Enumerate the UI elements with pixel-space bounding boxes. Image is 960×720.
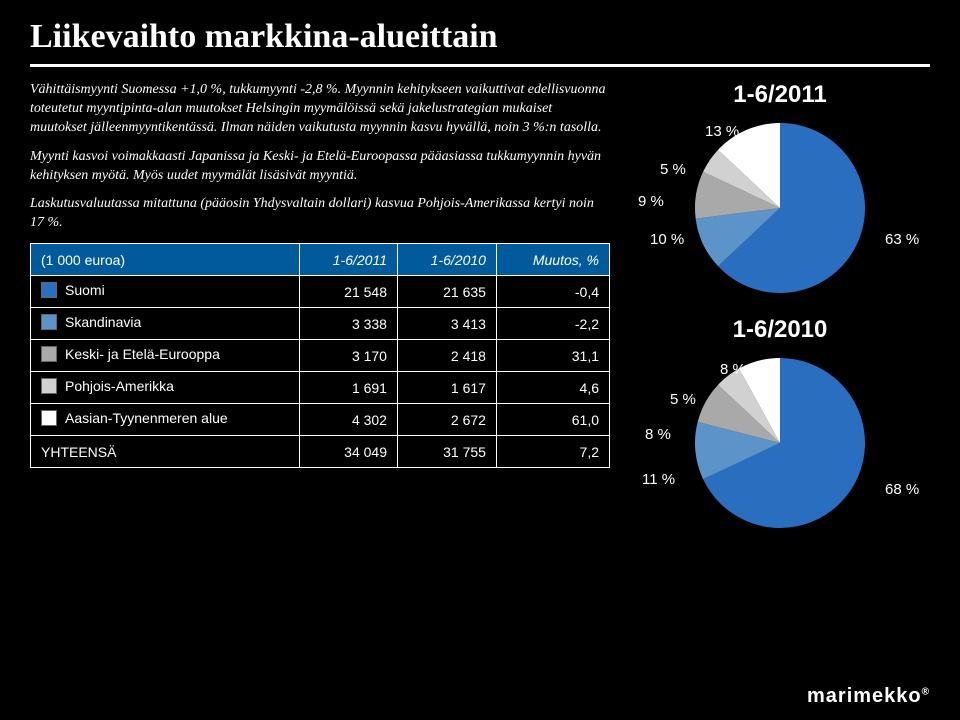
pie-percent-label: 5 % <box>660 161 686 178</box>
row-label: Skandinavia <box>65 314 141 330</box>
table-cell: 31,1 <box>496 340 609 372</box>
row-label: Suomi <box>65 282 105 298</box>
col-header: (1 000 euroa) <box>31 244 300 276</box>
color-swatch <box>41 314 57 330</box>
col-header: 1-6/2011 <box>300 244 398 276</box>
row-label: Keski- ja Etelä-Eurooppa <box>65 346 220 362</box>
row-label-cell: YHTEENSÄ <box>31 436 300 468</box>
table-cell: 61,0 <box>496 404 609 436</box>
table-cell: 31 755 <box>397 436 496 468</box>
row-label-cell: Suomi <box>31 276 300 308</box>
table-cell: 3 413 <box>397 308 496 340</box>
brand-logo: marimekko® <box>807 685 930 708</box>
table-cell: 1 691 <box>300 372 398 404</box>
table-row: Suomi 21 54821 635-0,4 <box>31 276 610 308</box>
row-label-cell: Keski- ja Etelä-Eurooppa <box>31 340 300 372</box>
data-table: (1 000 euroa) 1-6/2011 1-6/2010 Muutos, … <box>30 243 610 468</box>
pie-percent-label: 68 % <box>885 481 919 498</box>
pie-title: 1-6/2010 <box>630 316 930 344</box>
col-header: 1-6/2010 <box>397 244 496 276</box>
table-cell: 4,6 <box>496 372 609 404</box>
table-cell: 1 617 <box>397 372 496 404</box>
row-label-cell: Skandinavia <box>31 308 300 340</box>
title-rule <box>30 64 930 67</box>
pie-title: 1-6/2011 <box>630 81 930 109</box>
pie-percent-label: 11 % <box>642 471 675 488</box>
table-row: Aasian-Tyynenmeren alue 4 3022 67261,0 <box>31 404 610 436</box>
paragraph: Myynti kasvoi voimakkaasti Japanissa ja … <box>30 148 610 186</box>
right-column: 1-6/201163 %10 %9 %5 %13 % 1-6/201068 %1… <box>630 81 930 551</box>
table-row: Pohjois-Amerikka 1 6911 6174,6 <box>31 372 610 404</box>
table-cell: 21 548 <box>300 276 398 308</box>
pie-svg <box>680 113 880 303</box>
pie-percent-label: 10 % <box>650 231 684 248</box>
table-cell: -2,2 <box>496 308 609 340</box>
color-swatch <box>41 378 57 394</box>
table-cell: 7,2 <box>496 436 609 468</box>
table-cell: 34 049 <box>300 436 398 468</box>
table-header-row: (1 000 euroa) 1-6/2011 1-6/2010 Muutos, … <box>31 244 610 276</box>
color-swatch <box>41 410 57 426</box>
brand-text: marimekko <box>807 685 922 707</box>
left-column: Vähittäismyynti Suomessa +1,0 %, tukkumy… <box>30 81 610 551</box>
pie-percent-label: 63 % <box>885 231 919 248</box>
pie-chart-2010: 1-6/2010 68 % 11 % 8 % 5 % 8 % <box>630 316 930 551</box>
table-cell: 4 302 <box>300 404 398 436</box>
row-label: Aasian-Tyynenmeren alue <box>65 410 228 426</box>
table-cell: 3 170 <box>300 340 398 372</box>
pie-chart-2011: 1-6/2011 63 % 10 % 9 % 5 % 13 % <box>630 81 930 316</box>
pie-percent-label: 13 % <box>705 123 739 140</box>
content-area: Vähittäismyynti Suomessa +1,0 %, tukkumy… <box>0 81 960 551</box>
pie-percent-label: 8 % <box>720 361 746 378</box>
row-label: Pohjois-Amerikka <box>65 378 174 394</box>
paragraph: Laskutusvaluutassa mitattuna (pääosin Yh… <box>30 195 610 233</box>
row-label-cell: Pohjois-Amerikka <box>31 372 300 404</box>
pie-svg <box>680 348 880 538</box>
row-label: YHTEENSÄ <box>41 444 116 460</box>
table-cell: 2 672 <box>397 404 496 436</box>
row-label-cell: Aasian-Tyynenmeren alue <box>31 404 300 436</box>
color-swatch <box>41 346 57 362</box>
table-cell: -0,4 <box>496 276 609 308</box>
color-swatch <box>41 282 57 298</box>
paragraph: Vähittäismyynti Suomessa +1,0 %, tukkumy… <box>30 81 610 138</box>
pie-percent-label: 9 % <box>638 193 664 210</box>
table-cell: 2 418 <box>397 340 496 372</box>
table-row: Keski- ja Etelä-Eurooppa 3 1702 41831,1 <box>31 340 610 372</box>
table-row: YHTEENSÄ 34 04931 7557,2 <box>31 436 610 468</box>
pie-percent-label: 8 % <box>645 426 671 443</box>
registered-icon: ® <box>922 686 930 697</box>
table-cell: 3 338 <box>300 308 398 340</box>
page-title: Liikevaihto markkina-alueittain <box>0 0 960 64</box>
col-header: Muutos, % <box>496 244 609 276</box>
table-row: Skandinavia 3 3383 413-2,2 <box>31 308 610 340</box>
table-cell: 21 635 <box>397 276 496 308</box>
pie-percent-label: 5 % <box>670 391 696 408</box>
